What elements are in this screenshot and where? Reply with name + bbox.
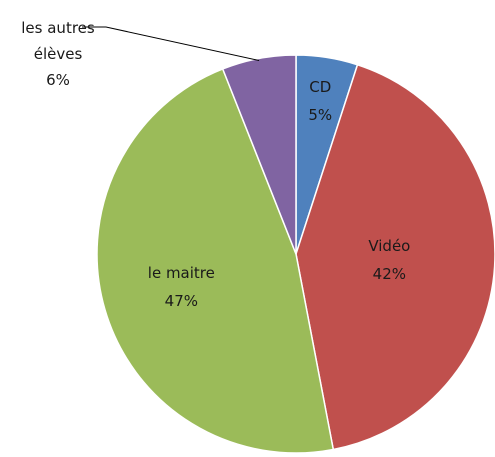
- label-group: CD 5%: [308, 73, 332, 129]
- leader-line: [82, 26, 260, 61]
- slice-value-label: 47%: [164, 292, 198, 311]
- slice-label: les autres élèves: [21, 19, 95, 63]
- slice-value-label: 5%: [308, 105, 333, 124]
- slice-label: le maitre: [147, 264, 215, 283]
- pie-slice: [221, 54, 297, 255]
- pie-slice: [96, 68, 335, 454]
- slice-value-label: 42%: [372, 264, 407, 283]
- slice-value-label: 6%: [46, 71, 70, 89]
- slice-label: CD: [309, 77, 332, 96]
- label-group: les autres élèves 6%: [8, 15, 108, 93]
- slice-label: Vidéo: [368, 236, 411, 255]
- label-group: Vidéo 42%: [368, 232, 410, 288]
- label-group: le maitre 47%: [148, 259, 215, 315]
